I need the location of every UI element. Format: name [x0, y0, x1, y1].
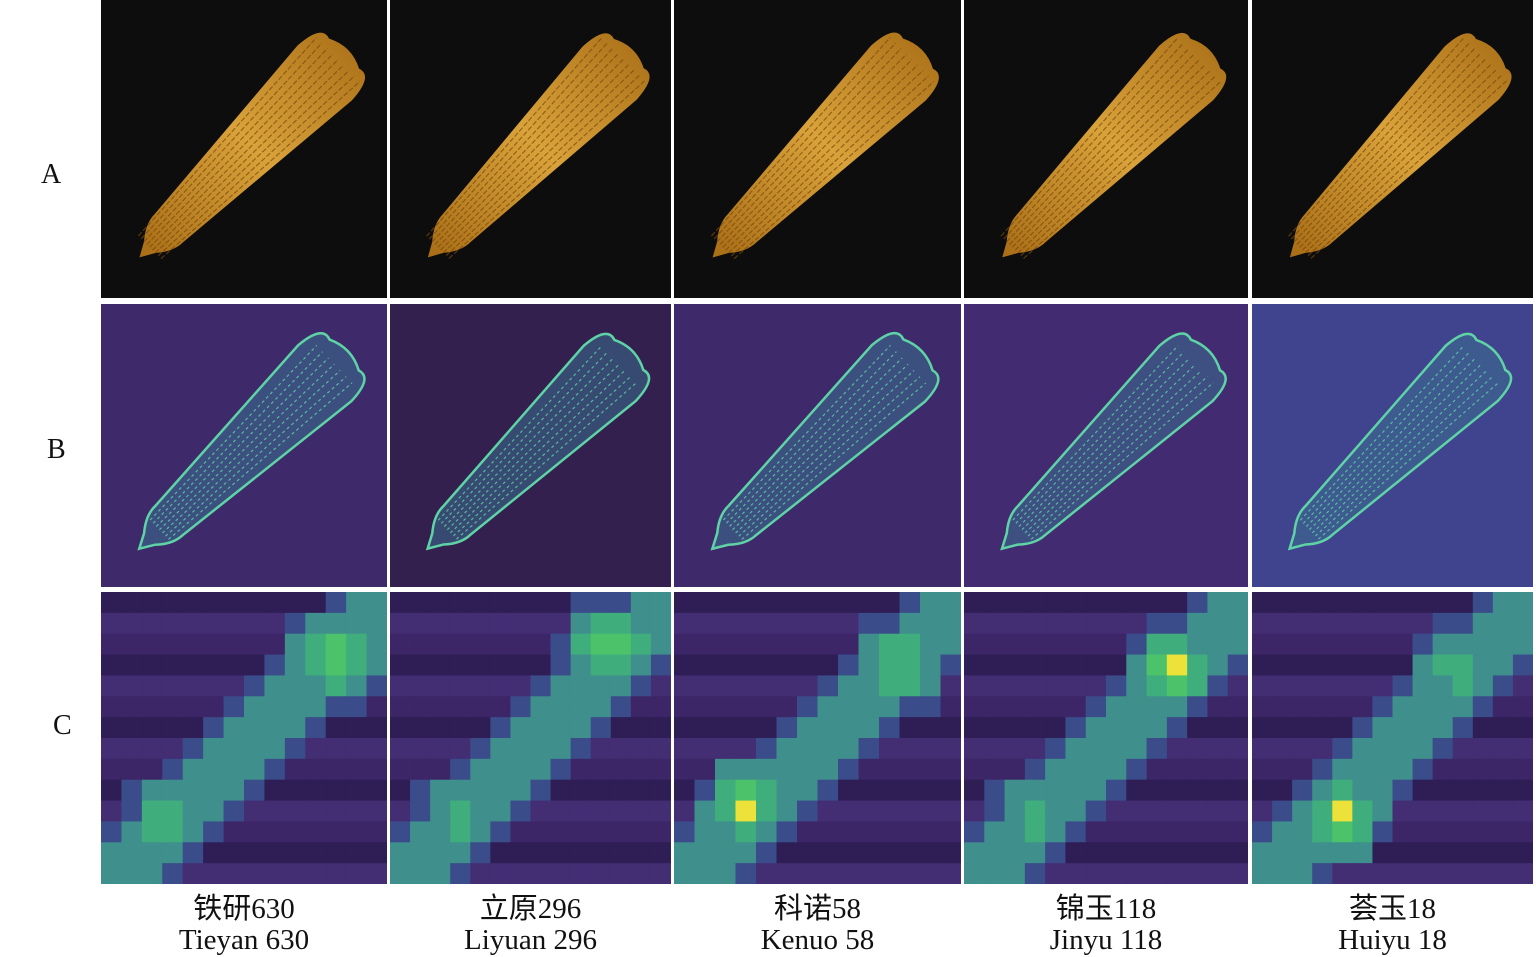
- panel-b-5: [1252, 304, 1533, 587]
- panel-a-4: [964, 0, 1248, 298]
- variety-name-cn: 荟玉18: [1348, 893, 1436, 925]
- variety-name-cn: 铁研630: [193, 893, 295, 925]
- variety-caption: 铁研630 Tieyan 630: [81, 894, 407, 956]
- corn-edge-map: [1252, 304, 1533, 587]
- variety-caption: 荟玉18 Huiyu 18: [1232, 894, 1536, 956]
- panel-c-1: [101, 592, 387, 884]
- row-label-c: C: [53, 710, 72, 741]
- corn-edge-map: [101, 304, 387, 587]
- corn-edge-map: [390, 304, 671, 587]
- panel-c-3: [674, 592, 961, 884]
- activation-heatmap: [390, 592, 671, 884]
- variety-name-en: Tieyan 630: [178, 924, 310, 956]
- variety-name-cn: 立原296: [479, 893, 582, 925]
- variety-name-en: Kenuo 58: [760, 924, 875, 956]
- corn-photo: [390, 0, 671, 298]
- row-label-b: B: [47, 434, 66, 465]
- variety-name-en: Huiyu 18: [1338, 924, 1447, 956]
- corn-photo: [964, 0, 1248, 298]
- variety-caption: 立原296 Liyuan 296: [370, 894, 691, 956]
- panel-c-4: [964, 592, 1248, 884]
- variety-caption: 科诺58 Kenuo 58: [654, 894, 981, 956]
- panel-a-5: [1252, 0, 1533, 298]
- variety-name-en: Jinyu 118: [1049, 924, 1163, 956]
- variety-name-cn: 科诺58: [773, 893, 861, 925]
- panel-a-3: [674, 0, 961, 298]
- panel-b-1: [101, 304, 387, 587]
- activation-heatmap: [674, 592, 961, 884]
- panel-a-2: [390, 0, 671, 298]
- corn-photo: [674, 0, 961, 298]
- panel-b-2: [390, 304, 671, 587]
- panel-b-3: [674, 304, 961, 587]
- corn-edge-map: [964, 304, 1248, 587]
- panel-c-2: [390, 592, 671, 884]
- variety-caption: 锦玉118 Jinyu 118: [944, 894, 1268, 956]
- activation-heatmap: [101, 592, 387, 884]
- corn-edge-map: [674, 304, 961, 587]
- corn-photo: [1252, 0, 1533, 298]
- panel-c-5: [1252, 592, 1533, 884]
- panel-b-4: [964, 304, 1248, 587]
- variety-name-cn: 锦玉118: [1055, 893, 1157, 925]
- corn-photo: [101, 0, 387, 298]
- activation-heatmap: [964, 592, 1248, 884]
- variety-name-en: Liyuan 296: [464, 924, 597, 956]
- panel-a-1: [101, 0, 387, 298]
- row-label-a: A: [41, 159, 62, 190]
- activation-heatmap: [1252, 592, 1533, 884]
